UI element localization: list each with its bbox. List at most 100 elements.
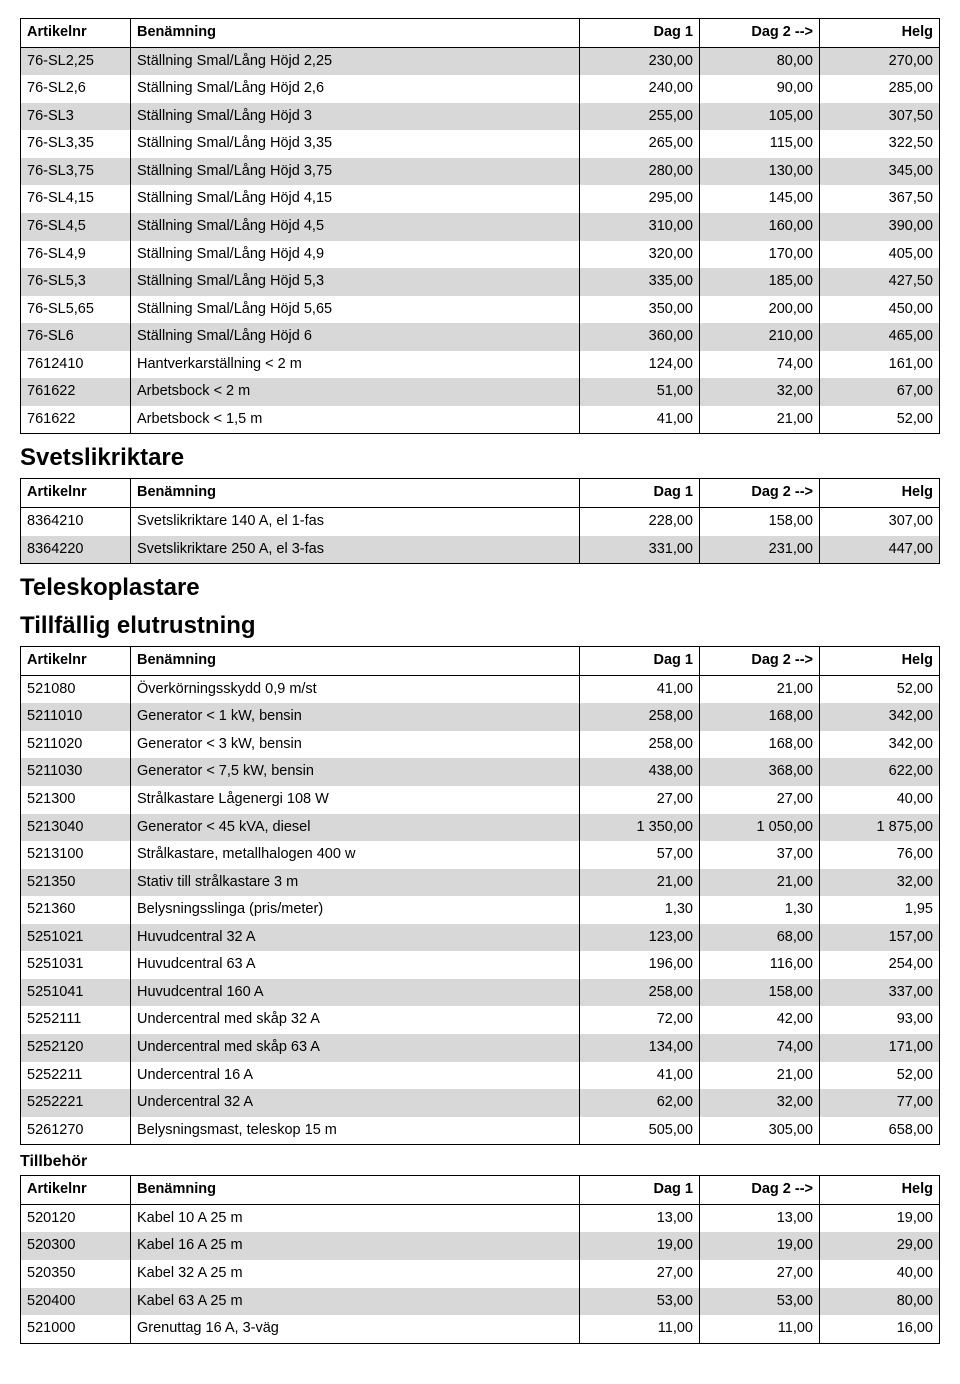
cell-dag2: 32,00	[700, 378, 820, 406]
cell-dag2: 231,00	[700, 536, 820, 564]
cell-artikelnr: 76-SL5,3	[21, 268, 131, 296]
table-row: 76-SL4,9Ställning Smal/Lång Höjd 4,9320,…	[21, 241, 940, 269]
cell-helg: 29,00	[820, 1232, 940, 1260]
cell-artikelnr: 5211020	[21, 731, 131, 759]
cell-benamning: Ställning Smal/Lång Höjd 2,25	[131, 47, 580, 75]
cell-dag1: 438,00	[580, 758, 700, 786]
cell-dag1: 258,00	[580, 979, 700, 1007]
cell-helg: 40,00	[820, 786, 940, 814]
cell-artikelnr: 5252120	[21, 1034, 131, 1062]
cell-artikelnr: 76-SL3	[21, 103, 131, 131]
cell-benamning: Svetslikriktare 250 A, el 3-fas	[131, 536, 580, 564]
cell-benamning: Ställning Smal/Lång Höjd 2,6	[131, 75, 580, 103]
cell-dag1: 41,00	[580, 675, 700, 703]
cell-dag2: 80,00	[700, 47, 820, 75]
cell-dag2: 27,00	[700, 1260, 820, 1288]
cell-benamning: Strålkastare, metallhalogen 400 w	[131, 841, 580, 869]
cell-artikelnr: 761622	[21, 406, 131, 434]
cell-dag2: 1 050,00	[700, 814, 820, 842]
cell-artikelnr: 5211010	[21, 703, 131, 731]
table-header-row: Artikelnr Benämning Dag 1 Dag 2 --> Helg	[21, 647, 940, 676]
cell-dag1: 124,00	[580, 351, 700, 379]
cell-dag1: 123,00	[580, 924, 700, 952]
cell-helg: 390,00	[820, 213, 940, 241]
cell-benamning: Strålkastare Lågenergi 108 W	[131, 786, 580, 814]
cell-helg: 40,00	[820, 1260, 940, 1288]
cell-helg: 345,00	[820, 158, 940, 186]
cell-dag1: 41,00	[580, 1062, 700, 1090]
cell-dag2: 21,00	[700, 406, 820, 434]
cell-dag2: 158,00	[700, 508, 820, 536]
table-row: 5252120Undercentral med skåp 63 A134,007…	[21, 1034, 940, 1062]
col-artikelnr: Artikelnr	[21, 19, 131, 48]
cell-dag1: 350,00	[580, 296, 700, 324]
section-title-elutrustning: Tillfällig elutrustning	[20, 612, 940, 640]
cell-artikelnr: 5251041	[21, 979, 131, 1007]
cell-helg: 285,00	[820, 75, 940, 103]
price-table-svetslikriktare: Artikelnr Benämning Dag 1 Dag 2 --> Helg…	[20, 478, 940, 564]
col-dag1: Dag 1	[580, 479, 700, 508]
cell-benamning: Arbetsbock < 2 m	[131, 378, 580, 406]
cell-dag1: 255,00	[580, 103, 700, 131]
cell-artikelnr: 521000	[21, 1315, 131, 1343]
cell-benamning: Kabel 32 A 25 m	[131, 1260, 580, 1288]
cell-artikelnr: 521360	[21, 896, 131, 924]
cell-benamning: Grenuttag 16 A, 3-väg	[131, 1315, 580, 1343]
cell-helg: 342,00	[820, 703, 940, 731]
cell-benamning: Generator < 45 kVA, diesel	[131, 814, 580, 842]
cell-artikelnr: 521350	[21, 869, 131, 897]
table-row: 76-SL3,75Ställning Smal/Lång Höjd 3,7528…	[21, 158, 940, 186]
cell-dag2: 116,00	[700, 951, 820, 979]
cell-dag1: 505,00	[580, 1117, 700, 1145]
cell-helg: 93,00	[820, 1006, 940, 1034]
cell-artikelnr: 76-SL2,6	[21, 75, 131, 103]
cell-benamning: Generator < 1 kW, bensin	[131, 703, 580, 731]
cell-dag2: 158,00	[700, 979, 820, 1007]
cell-dag1: 11,00	[580, 1315, 700, 1343]
cell-dag2: 32,00	[700, 1089, 820, 1117]
table-row: 5261270Belysningsmast, teleskop 15 m505,…	[21, 1117, 940, 1145]
cell-helg: 658,00	[820, 1117, 940, 1145]
cell-dag2: 185,00	[700, 268, 820, 296]
cell-artikelnr: 5211030	[21, 758, 131, 786]
cell-dag2: 19,00	[700, 1232, 820, 1260]
cell-artikelnr: 520400	[21, 1288, 131, 1316]
cell-artikelnr: 761622	[21, 378, 131, 406]
table-row: 5211020Generator < 3 kW, bensin258,00168…	[21, 731, 940, 759]
table-header-row: Artikelnr Benämning Dag 1 Dag 2 --> Helg	[21, 19, 940, 48]
cell-dag2: 53,00	[700, 1288, 820, 1316]
cell-dag1: 240,00	[580, 75, 700, 103]
cell-artikelnr: 5261270	[21, 1117, 131, 1145]
cell-helg: 307,50	[820, 103, 940, 131]
cell-dag1: 360,00	[580, 323, 700, 351]
cell-helg: 1,95	[820, 896, 940, 924]
cell-helg: 322,50	[820, 130, 940, 158]
cell-dag2: 68,00	[700, 924, 820, 952]
price-table-stallning: Artikelnr Benämning Dag 1 Dag 2 --> Helg…	[20, 18, 940, 434]
table-row: 5251021Huvudcentral 32 A123,0068,00157,0…	[21, 924, 940, 952]
table-row: 520120Kabel 10 A 25 m13,0013,0019,00	[21, 1204, 940, 1232]
cell-helg: 52,00	[820, 406, 940, 434]
table-row: 8364210Svetslikriktare 140 A, el 1-fas22…	[21, 508, 940, 536]
cell-artikelnr: 8364210	[21, 508, 131, 536]
table-row: 7612410Hantverkarställning < 2 m124,0074…	[21, 351, 940, 379]
table-row: 5252111Undercentral med skåp 32 A72,0042…	[21, 1006, 940, 1034]
cell-benamning: Ställning Smal/Lång Höjd 6	[131, 323, 580, 351]
cell-dag1: 1,30	[580, 896, 700, 924]
cell-helg: 270,00	[820, 47, 940, 75]
cell-helg: 465,00	[820, 323, 940, 351]
cell-dag1: 295,00	[580, 185, 700, 213]
cell-helg: 254,00	[820, 951, 940, 979]
cell-dag2: 90,00	[700, 75, 820, 103]
cell-dag1: 1 350,00	[580, 814, 700, 842]
table-row: 76-SL4,15Ställning Smal/Lång Höjd 4,1529…	[21, 185, 940, 213]
cell-benamning: Ställning Smal/Lång Höjd 5,3	[131, 268, 580, 296]
cell-helg: 67,00	[820, 378, 940, 406]
cell-dag2: 74,00	[700, 351, 820, 379]
table-row: 5213040Generator < 45 kVA, diesel1 350,0…	[21, 814, 940, 842]
table-row: 76-SL5,3Ställning Smal/Lång Höjd 5,3335,…	[21, 268, 940, 296]
cell-artikelnr: 520300	[21, 1232, 131, 1260]
cell-dag2: 21,00	[700, 869, 820, 897]
cell-benamning: Ställning Smal/Lång Höjd 3,75	[131, 158, 580, 186]
col-artikelnr: Artikelnr	[21, 1176, 131, 1205]
